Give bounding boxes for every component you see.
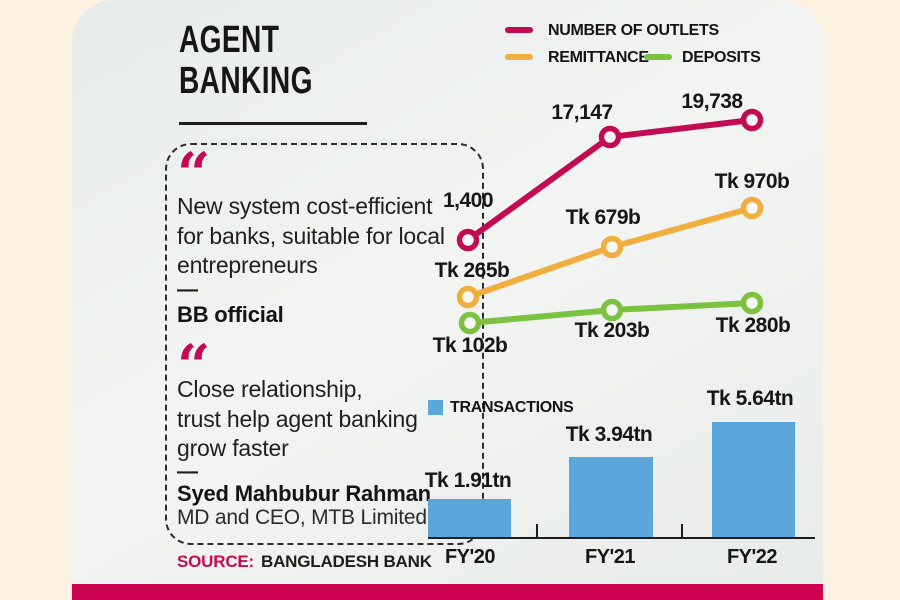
transactions-bar-fy21 [569, 457, 653, 537]
quote-1-dash: — [177, 278, 198, 301]
remittance-point-fy21 [600, 235, 624, 259]
transactions-bar-fy20 [428, 499, 511, 537]
x-label-fy21: FY'21 [584, 546, 636, 568]
remittance-value-fy22: Tk 970b [714, 170, 790, 193]
remittance-legend-label: REMITTANCE [548, 49, 649, 66]
title-underline [179, 122, 367, 125]
outlets-point-fy21 [598, 125, 622, 149]
deposits-point-fy21 [600, 298, 624, 322]
quote-2-line1: Close relationship, [177, 376, 363, 402]
x-axis-tick [681, 524, 683, 538]
deposits-value-fy21: Tk 203b [574, 319, 650, 342]
quote-1-attribution: BB official [177, 302, 284, 327]
transactions-value-fy22: Tk 5.64tn [706, 387, 794, 410]
line-chart [456, 108, 764, 335]
quote-2-text: Close relationship, trust help agent ban… [177, 375, 477, 464]
quote-1-line2: for banks, suitable for local [177, 222, 445, 249]
deposits-value-fy22: Tk 280b [715, 314, 791, 337]
deposits-point-fy22 [740, 291, 764, 315]
x-axis-tick [536, 524, 538, 538]
x-axis [428, 537, 815, 539]
x-label-fy20: FY'20 [444, 546, 496, 568]
x-label-fy22: FY'22 [726, 546, 778, 568]
quote-icon: “ [177, 332, 210, 400]
quote-2-dash: — [177, 460, 198, 483]
outlets-legend-line-icon [505, 27, 533, 33]
remittance-value-fy20: Tk 265b [434, 259, 510, 282]
quote-1-text: New system cost-efficient for banks, sui… [177, 192, 477, 281]
transactions-value-fy20: Tk 1.91tn [424, 469, 512, 492]
quote-1-line3: entrepreneurs [177, 252, 318, 278]
outlets-point-fy20 [456, 228, 480, 252]
footer-bar [72, 584, 823, 600]
quote-2-attribution: Syed Mahbubur Rahman [177, 481, 431, 506]
deposits-point-fy20 [458, 311, 482, 335]
quotes-box [165, 143, 484, 545]
remittance-value-fy21: Tk 679b [565, 206, 641, 229]
deposits-legend-label: DEPOSITS [682, 49, 761, 66]
page-title: AGENT BANKING [179, 20, 313, 102]
quote-1-line1: New system cost-efficient [177, 193, 433, 219]
deposits-value-fy20: Tk 102b [432, 334, 508, 357]
outlets-value-fy20: 1,400 [442, 189, 494, 212]
outlets-value-fy22: 19,738 [681, 90, 743, 113]
transactions-value-fy21: Tk 3.94tn [565, 423, 653, 446]
transactions-bar-fy22 [712, 422, 795, 537]
quote-2-line3: grow faster [177, 435, 289, 461]
outlets-value-fy21: 17,147 [551, 101, 613, 124]
deposits-legend-line-icon [644, 54, 672, 60]
quote-2-attribution-title: MD and CEO, MTB Limited [177, 506, 427, 529]
page-title-line2: BANKING [179, 60, 313, 102]
outlets-legend-label: NUMBER OF OUTLETS [548, 22, 719, 39]
quote-icon: “ [177, 140, 210, 208]
quote-2-line2: trust help agent banking [177, 405, 418, 432]
transactions-legend-square-icon [428, 400, 443, 415]
remittance-point-fy20 [456, 285, 480, 309]
content-card: AGENT BANKING “ New system cost-efficien… [72, 0, 823, 584]
remittance-legend-line-icon [505, 54, 533, 60]
source-row: SOURCE: BANGLADESH BANK [177, 552, 432, 572]
source-label: SOURCE: [177, 552, 254, 571]
transactions-legend-label: TRANSACTIONS [450, 399, 574, 416]
outlets-point-fy22 [740, 108, 764, 132]
source-value: BANGLADESH BANK [261, 552, 432, 571]
page-title-line1: AGENT [179, 19, 280, 61]
remittance-point-fy22 [740, 196, 764, 220]
